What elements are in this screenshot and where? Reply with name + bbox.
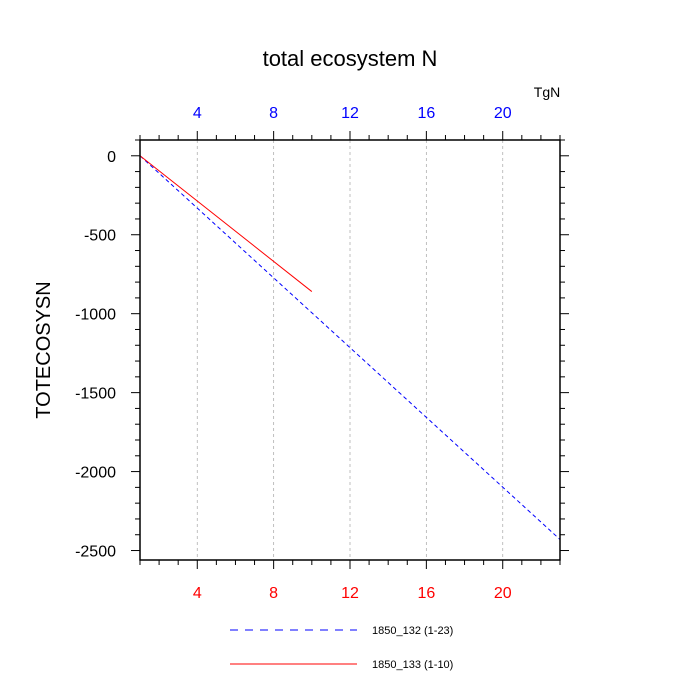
series-line (139, 155, 313, 292)
y-tick-label: -1000 (75, 307, 116, 324)
legend: 1850_132 (1-23) 1850_133 (1-10) (230, 625, 453, 671)
x-tick-label-top: 20 (494, 105, 512, 122)
x-tick-label-bottom: 20 (494, 585, 512, 602)
x-tick-label-top: 12 (341, 105, 359, 122)
tick-labels: 4 4 8 8 12 12 16 16 20 20 0 -500 -1000 -1500 -2000 -250… (75, 105, 512, 602)
x-tick-label-top: 8 (269, 105, 278, 122)
legend-label: 1850_132 (1-23) (372, 625, 453, 637)
x-tick-label-bottom: 12 (341, 585, 359, 602)
y-tick-label: -500 (84, 228, 116, 245)
y-tick-label: -2000 (75, 465, 116, 482)
y-tick-label: -1500 (75, 386, 116, 403)
y-axis-label: TOTECOSYSN (33, 281, 55, 418)
grid-lines (196, 140, 504, 560)
x-tick-label-top: 16 (417, 105, 435, 122)
chart-title: total ecosystem N (263, 46, 438, 71)
x-tick-label-bottom: 8 (269, 585, 278, 602)
unit-label: TgN (534, 84, 560, 100)
series-group (139, 155, 561, 540)
y-tick-label: 0 (107, 149, 116, 166)
y-tick-label: -2500 (75, 544, 116, 561)
axis-ticks (131, 131, 569, 569)
x-tick-label-bottom: 4 (193, 585, 202, 602)
x-tick-label-top: 4 (193, 105, 202, 122)
legend-label: 1850_133 (1-10) (372, 659, 453, 671)
x-tick-label-bottom: 16 (417, 585, 435, 602)
series-line (139, 155, 561, 540)
